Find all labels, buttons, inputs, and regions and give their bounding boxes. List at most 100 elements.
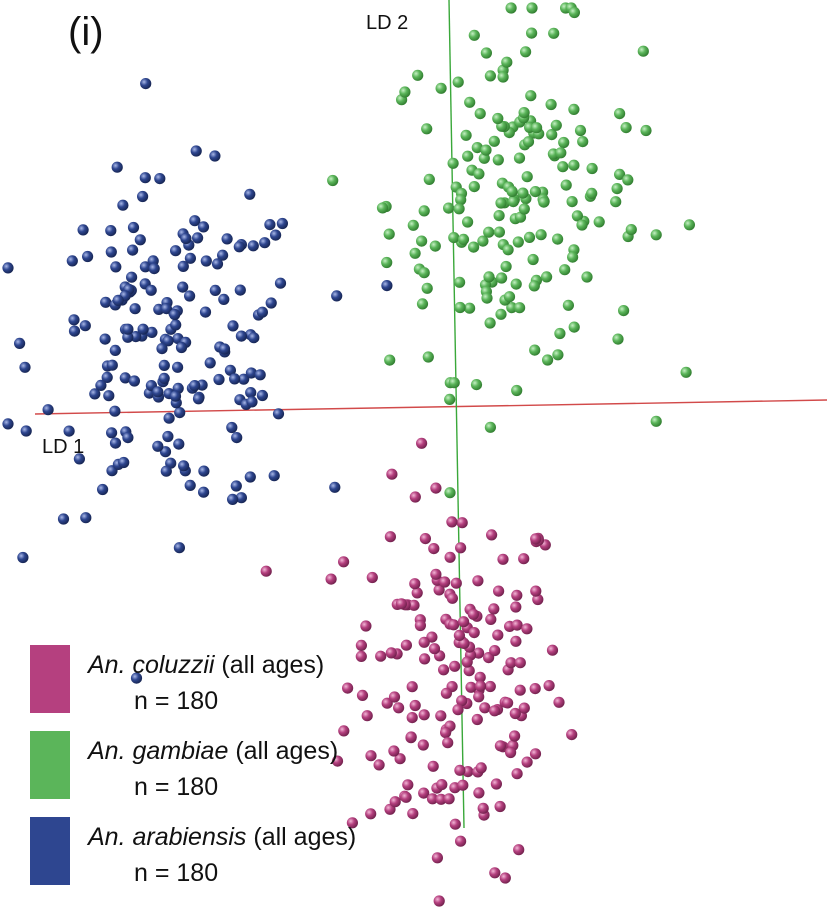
point-coluzzii [430,568,442,580]
point-arabiensis [245,367,257,379]
point-coluzzii [449,660,461,672]
point-coluzzii [433,584,445,596]
point-coluzzii [511,768,523,780]
point-gambiae [454,301,466,314]
point-coluzzii [428,643,441,655]
point-coluzzii [428,543,440,555]
point-arabiensis [79,320,91,332]
point-gambiae [483,271,495,283]
point-arabiensis [235,330,247,342]
point-coluzzii [381,697,393,709]
point-arabiensis [57,513,70,525]
point-arabiensis [244,188,256,200]
point-gambiae [384,354,396,366]
point-coluzzii [505,657,517,669]
point-gambiae [510,278,522,290]
point-coluzzii [502,697,514,709]
point-gambiae [502,244,514,256]
point-arabiensis [101,371,113,383]
point-arabiensis [106,427,118,439]
point-coluzzii [389,796,401,808]
point-arabiensis [152,440,164,452]
point-gambiae [514,302,526,314]
point-arabiensis [68,314,80,326]
point-arabiensis [180,232,192,245]
point-coluzzii [457,779,469,791]
point-coluzzii [485,613,497,626]
point-coluzzii [438,664,450,676]
point-gambiae [455,194,467,206]
point-coluzzii [260,565,272,577]
point-gambiae [327,174,339,187]
point-coluzzii [409,578,421,590]
point-arabiensis [162,430,174,443]
point-arabiensis [254,369,266,381]
point-arabiensis [234,284,246,296]
point-arabiensis [42,404,54,416]
point-gambiae [506,302,518,314]
point-coluzzii [433,895,445,907]
point-coluzzii [463,665,475,677]
point-coluzzii [411,587,423,599]
point-gambiae [495,308,507,320]
point-arabiensis [264,219,276,231]
point-coluzzii [489,705,501,717]
point-arabiensis [276,217,288,230]
point-coluzzii [416,437,428,449]
point-arabiensis [192,393,205,405]
point-coluzzii [366,571,378,584]
point-arabiensis [103,390,115,402]
point-coluzzii [456,695,468,707]
point-coluzzii [325,573,337,585]
point-gambiae [484,317,496,329]
point-gambiae [526,27,538,39]
point-arabiensis [139,172,151,184]
legend-count-arabiensis: n = 180 [134,859,219,887]
point-coluzzii [454,764,466,776]
point-gambiae [407,219,419,231]
point-arabiensis [110,261,122,273]
ld1-axis-label: LD 1 [42,436,85,458]
legend-suffix-gambiae: (all ages) [235,737,339,765]
legend-count-coluzzii: n = 180 [134,687,219,715]
point-gambiae [538,196,550,208]
point-arabiensis [105,225,117,237]
point-arabiensis [126,271,138,283]
point-gambiae [418,267,430,279]
point-gambiae [546,129,558,141]
point-gambiae [421,123,433,135]
point-coluzzii [455,835,467,847]
point-gambiae [464,302,476,314]
point-coluzzii [418,636,430,648]
point-arabiensis [227,493,239,505]
point-arabiensis [122,432,134,444]
point-arabiensis [19,361,31,373]
point-arabiensis [89,388,101,400]
point-arabiensis [134,234,146,246]
point-arabiensis [130,672,143,684]
point-gambiae [518,203,530,215]
point-coluzzii [468,627,480,639]
point-coluzzii [521,623,533,635]
point-gambiae [468,241,480,253]
point-arabiensis [244,471,256,483]
point-arabiensis [122,323,134,335]
point-gambiae [577,136,589,148]
point-arabiensis [331,290,343,302]
legend-swatch-arabiensis [30,817,70,885]
point-arabiensis [238,373,250,385]
point-arabiensis [68,325,81,337]
point-coluzzii [386,468,398,480]
point-coluzzii [456,517,468,529]
point-coluzzii [419,653,431,665]
legend-swatch-coluzzii [30,645,70,713]
point-coluzzii [384,531,396,543]
point-arabiensis [268,470,280,482]
point-arabiensis [97,483,109,496]
point-gambiae [586,187,598,199]
point-coluzzii [532,593,544,606]
point-coluzzii [546,644,559,656]
point-coluzzii [499,872,511,884]
point-gambiae [614,108,626,120]
point-arabiensis [82,250,94,263]
